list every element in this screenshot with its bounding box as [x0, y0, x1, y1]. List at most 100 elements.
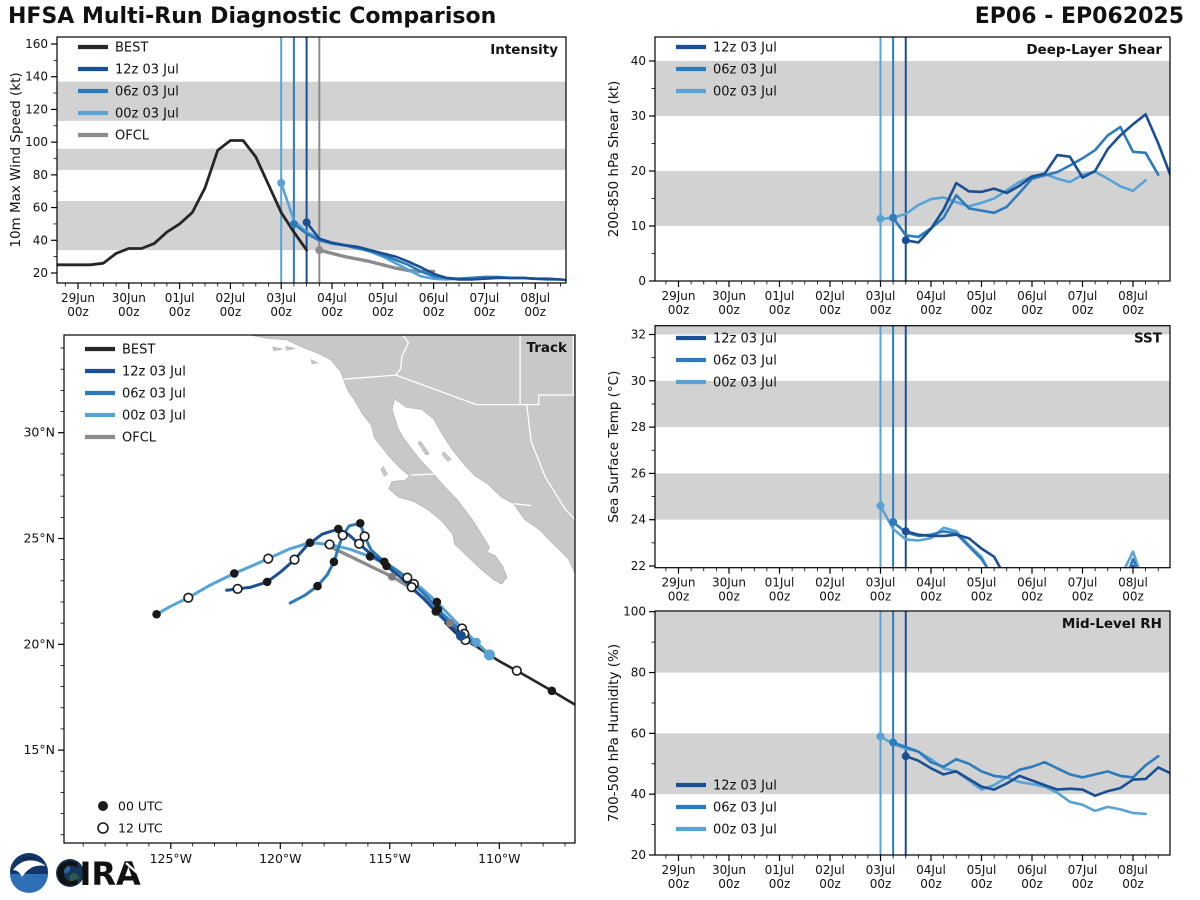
x-tick-label: 02Jul — [815, 289, 845, 303]
x-tick-label: 00z — [870, 590, 892, 604]
y-tick-label: 20°N — [23, 636, 55, 651]
x-tick-label: 03Jul — [266, 291, 296, 305]
x-tick-label: 00z — [971, 303, 993, 317]
marker-legend-label: 00 UTC — [118, 799, 163, 814]
x-tick-label: 00z — [920, 303, 942, 317]
series-line — [305, 221, 566, 282]
legend-label: 06z 03 Jul — [713, 801, 777, 816]
track-init-dot — [483, 649, 495, 661]
land-polygon — [310, 359, 319, 365]
x-tick-label: 30Jun — [112, 291, 146, 305]
frame — [63, 334, 576, 844]
x-tick-label: 00z — [1021, 877, 1043, 891]
x-tick-label: 08Jul — [1118, 289, 1148, 303]
x-tick-label: 00z — [1122, 303, 1144, 317]
x-tick-label: 04Jul — [916, 289, 946, 303]
x-tick-label: 30Jun — [712, 576, 746, 590]
x-tick-label: 00z — [270, 305, 292, 319]
series-line — [904, 754, 1170, 798]
x-tick-label: 07Jul — [470, 291, 500, 305]
band — [655, 611, 1170, 673]
y-tick-label: 10 — [631, 219, 646, 233]
track-point-00utc — [334, 524, 343, 534]
series-line — [879, 504, 1140, 568]
band — [57, 148, 566, 170]
y-tick-label: 40 — [631, 787, 646, 801]
y-tick-label: 32 — [631, 328, 646, 342]
x-tick-label: 08Jul — [1118, 576, 1148, 590]
track-point-12utc — [402, 572, 413, 583]
y-tick-label: 30°N — [23, 425, 55, 440]
track-point-12utc — [511, 665, 522, 676]
legend-label: 00z 03 Jul — [713, 823, 777, 838]
y-tick-label: 20 — [33, 266, 48, 280]
x-tick-label: 05Jul — [967, 576, 997, 590]
x-tick-label: 00z — [718, 303, 740, 317]
track-point-00utc — [365, 552, 375, 561]
x-tick-label: 05Jul — [967, 289, 997, 303]
x-tick-label: 00z — [474, 305, 496, 319]
track-point-00utc — [313, 581, 322, 591]
state-border — [395, 335, 410, 376]
x-tick-label: 00z — [1021, 303, 1043, 317]
track-point-12utc — [337, 530, 348, 541]
track-point-12utc — [406, 582, 417, 593]
frame — [56, 36, 567, 284]
series-start-dot — [302, 218, 311, 227]
plot-area-intensity — [57, 37, 566, 283]
x-tick-label: 115°W — [369, 851, 411, 866]
x-tick-label: 08Jul — [520, 291, 550, 305]
legend-label: BEST — [122, 343, 155, 358]
panel-track: Track 125°W 120°W 115°W 110°W 30°N 25°N 20°N 15°… — [23, 334, 576, 866]
track-point-ofcl — [445, 619, 455, 628]
land-polygon — [442, 451, 452, 462]
x-tick-label: 00z — [819, 877, 841, 891]
track-init-dot — [455, 630, 466, 641]
y-tick-label: 160 — [25, 37, 48, 51]
x-tick-label: 00z — [220, 305, 242, 319]
legend-label: 06z 03 Jul — [115, 85, 179, 100]
x-tick-label: 07Jul — [1068, 576, 1098, 590]
x-tick-label: 02Jul — [815, 576, 845, 590]
series-line — [904, 529, 1136, 568]
state-border — [526, 404, 575, 520]
band — [57, 201, 566, 251]
panel-title-track: Track — [527, 340, 568, 356]
band — [655, 380, 1170, 428]
map-area — [64, 335, 575, 843]
x-tick-label: 07Jul — [1068, 863, 1098, 877]
series-line — [891, 741, 1160, 779]
land-polygon — [251, 335, 575, 585]
y-tick-label: 80 — [33, 168, 48, 182]
series-line — [317, 248, 436, 274]
x-tick-label: 00z — [769, 877, 791, 891]
state-border — [513, 502, 532, 507]
x-tick-label: 29Jun — [61, 291, 95, 305]
series-start-dot — [889, 518, 898, 527]
legend-label: OFCL — [115, 129, 150, 144]
track-point-00utc — [98, 801, 108, 811]
y-tick-label: 80 — [631, 666, 646, 680]
legend-label: 12z 03 Jul — [713, 41, 777, 56]
frame — [654, 325, 1171, 569]
track-point-ofcl — [387, 572, 397, 581]
track-point-00utc — [152, 609, 161, 619]
marker-legend-label: 12 UTC — [118, 821, 163, 836]
legend-label: 06z 03 Jul — [713, 63, 777, 78]
x-tick-label: 00z — [718, 590, 740, 604]
band — [57, 81, 566, 121]
x-tick-label: 01Jul — [765, 289, 795, 303]
x-tick-label: 00z — [870, 303, 892, 317]
x-tick-label: 00z — [1072, 303, 1094, 317]
y-tick-label: 28 — [631, 420, 646, 434]
x-tick-label: 06Jul — [1017, 863, 1047, 877]
y-tick-label: 100 — [25, 135, 48, 149]
x-tick-label: 05Jul — [967, 863, 997, 877]
x-tick-label: 00z — [668, 877, 690, 891]
legend-label: 12z 03 Jul — [115, 63, 179, 78]
y-axis-label: 200-850 hPa Shear (kt) — [606, 81, 622, 238]
y-tick-label: 30 — [631, 374, 646, 388]
y-tick-label: 40 — [33, 233, 48, 247]
legend-label: 12z 03 Jul — [122, 365, 186, 380]
